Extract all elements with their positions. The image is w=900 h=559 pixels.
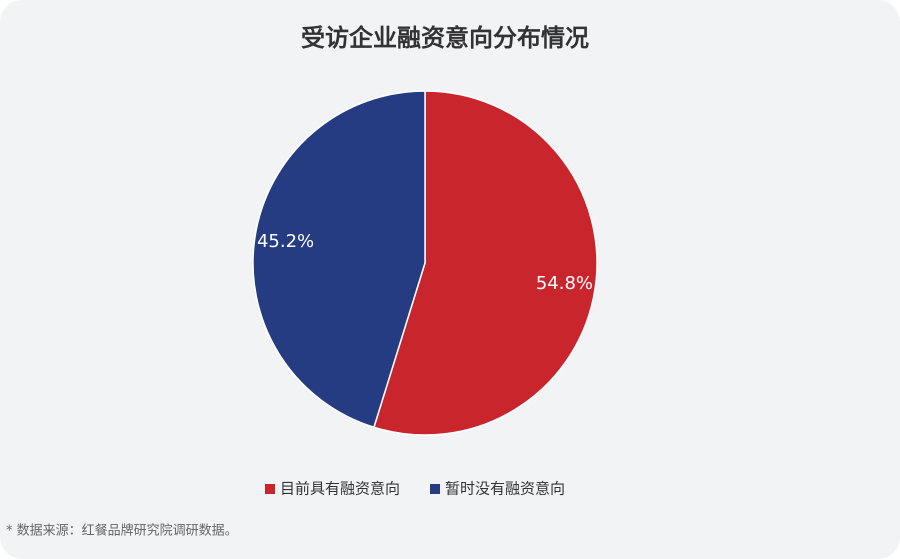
legend-swatch	[265, 484, 275, 494]
data-label: 54.8%	[536, 273, 593, 294]
pie-slice	[252, 90, 426, 429]
legend-label: 暂时没有融资意向	[445, 480, 565, 498]
data-label: 45.2%	[257, 231, 314, 252]
legend-swatch	[430, 484, 441, 494]
legend-label: 目前具有融资意向	[280, 480, 400, 498]
pie-slice	[372, 90, 598, 436]
source-note: * 数据来源：红餐品牌研究院调研数据。	[6, 523, 238, 539]
chart-title: 受访企业融资意向分布情况	[301, 24, 589, 52]
